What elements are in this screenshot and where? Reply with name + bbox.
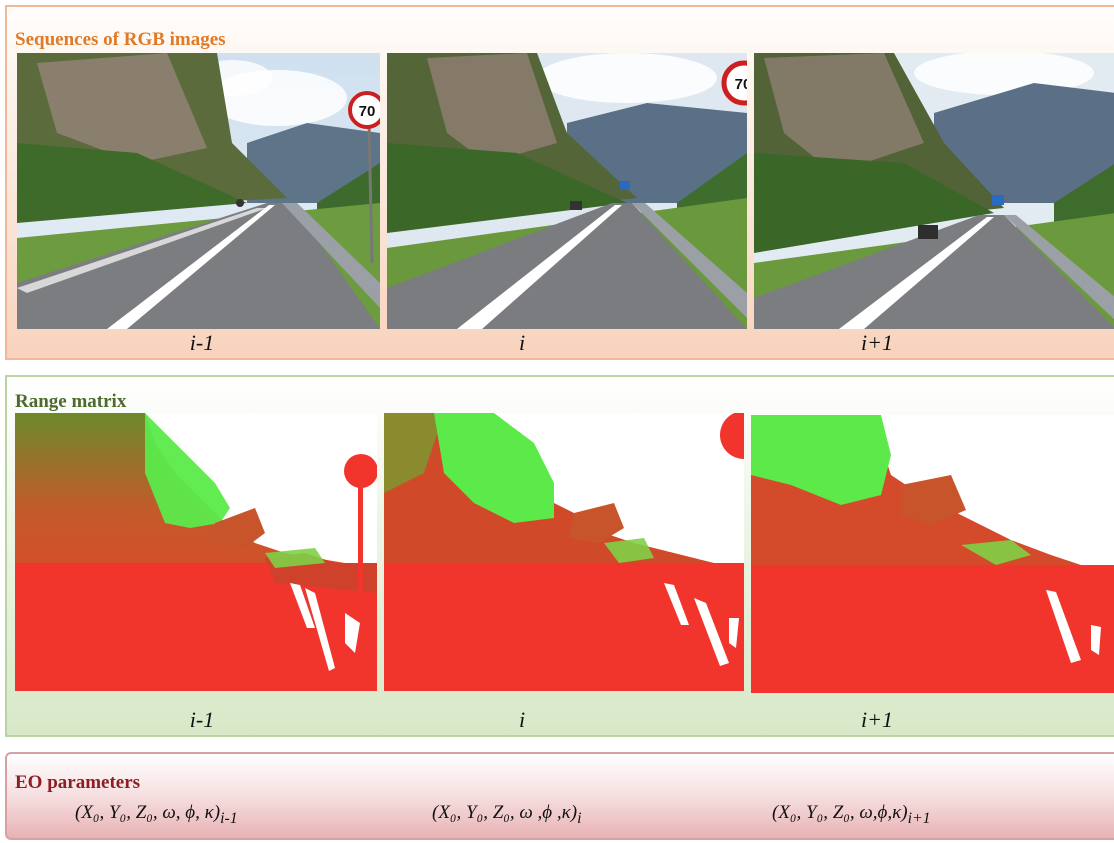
rgb-section-title: Sequences of RGB images [15, 29, 226, 50]
range-frame-label: i-1 [189, 707, 215, 732]
range-frame-i+1 [751, 415, 1114, 693]
rgb-frame-i-1: 70 [17, 53, 380, 329]
eo-param-i: (X₀, Y₀, Z₀, ω ,ϕ ,κ)i [432, 802, 582, 828]
eo-param-body: (X₀, Y₀, Z₀, ω,ϕ,κ) [772, 802, 908, 823]
range-matrix-panel: Range matrix i-1 [5, 375, 1114, 737]
eo-param-subscript: i+1 [907, 809, 931, 827]
rgb-frame-label: i+1 [861, 330, 893, 355]
range-frame-label: i+1 [861, 707, 893, 732]
speed-sign-text: 70 [359, 103, 376, 120]
speed-sign-text: 70 [735, 76, 747, 93]
eo-param-i-1: (X₀, Y₀, Z₀, ω, ϕ, κ)i-1 [75, 802, 238, 828]
rgb-frame-i+1 [754, 53, 1114, 329]
range-frame-i [384, 413, 744, 691]
range-frame-label: i [518, 707, 526, 732]
eo-param-body: (X₀, Y₀, Z₀, ω ,ϕ ,κ) [432, 802, 578, 823]
eo-param-i+1: (X₀, Y₀, Z₀, ω,ϕ,κ)i+1 [772, 802, 931, 828]
eo-param-subscript: i-1 [220, 809, 238, 827]
rgb-frame-label: i [518, 330, 526, 355]
range-frame-i-1 [15, 413, 377, 691]
eo-section-title: EO parameters [15, 772, 141, 793]
rgb-sequence-panel: Sequences of RGB images 70 i-1 [5, 5, 1114, 360]
eo-param-body: (X₀, Y₀, Z₀, ω, ϕ, κ) [75, 802, 221, 823]
eo-param-subscript: i [577, 809, 582, 827]
range-section-title: Range matrix [15, 391, 127, 412]
eo-parameters-panel: EO parameters (X₀, Y₀, Z₀, ω, ϕ, κ)i-1 (… [5, 752, 1114, 840]
rgb-frame-i: 70 [387, 53, 747, 329]
rgb-frame-label: i-1 [189, 330, 215, 355]
